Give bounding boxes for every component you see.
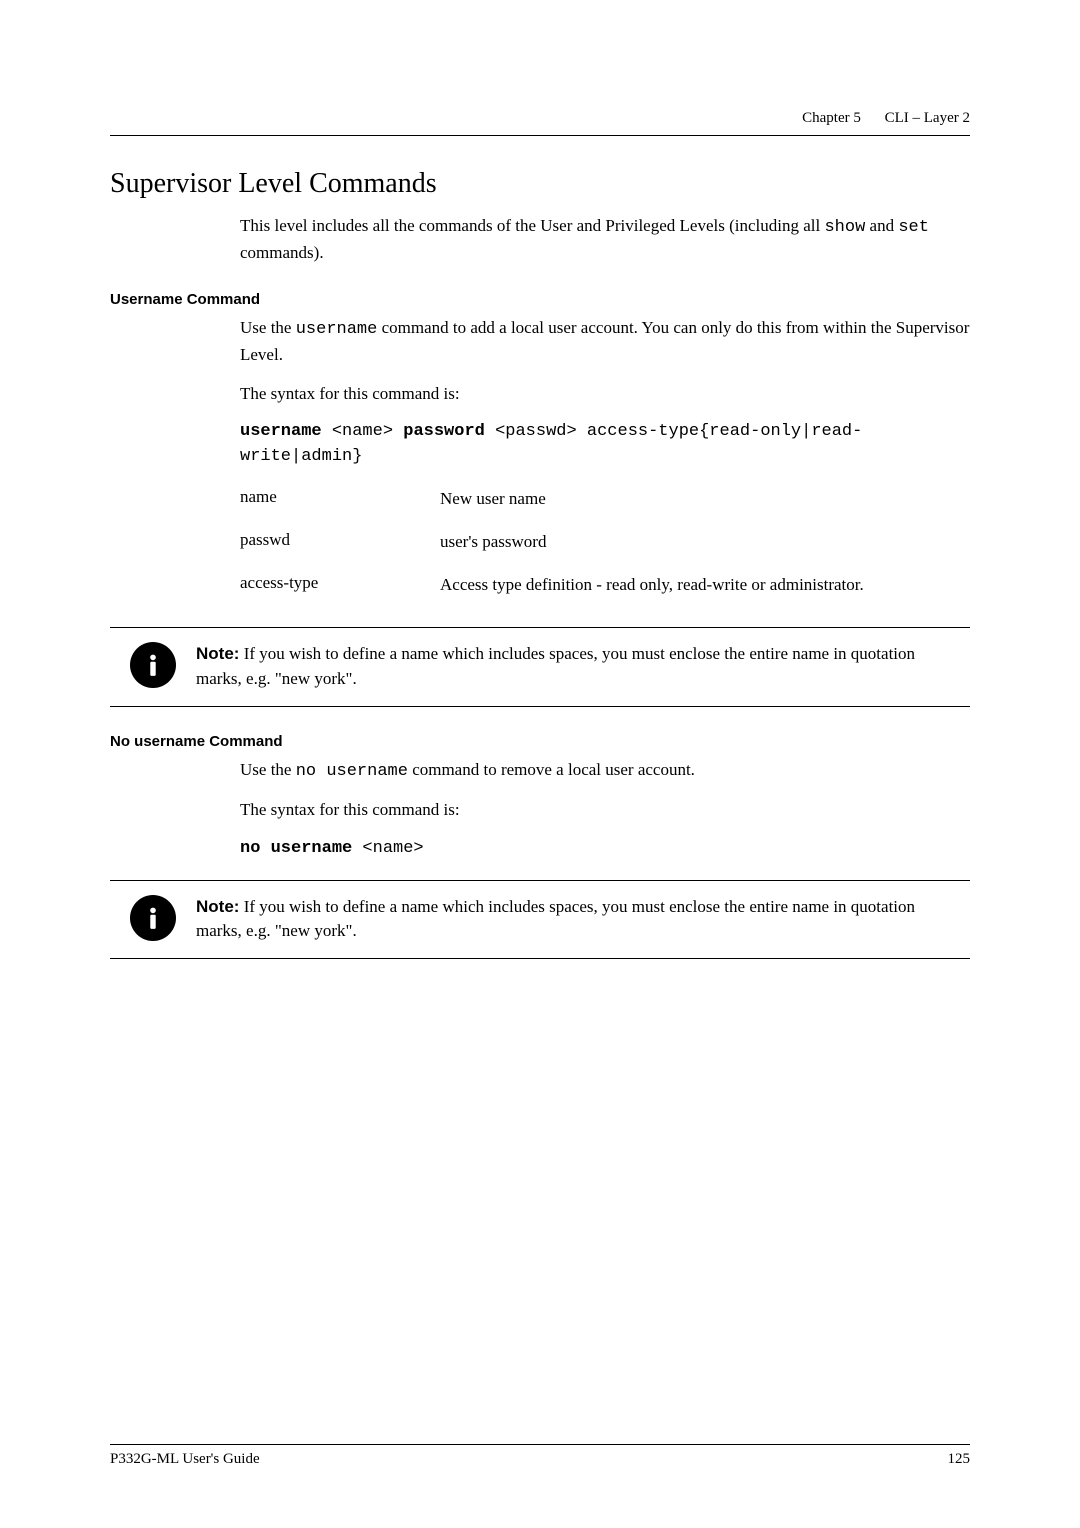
section-title: Supervisor Level Commands	[110, 168, 970, 200]
chapter-label: Chapter 5	[802, 110, 861, 126]
param-row: access-type Access type definition - rea…	[240, 573, 970, 598]
page-footer: P332G-ML User's Guide 125	[110, 1444, 970, 1468]
info-icon	[130, 642, 176, 688]
param-table: name New user name passwd user's passwor…	[240, 487, 970, 597]
note-block: Note: If you wish to define a name which…	[110, 880, 970, 959]
page-number: 125	[948, 1451, 971, 1468]
param-name: name	[240, 487, 440, 512]
nousername-heading: No username Command	[110, 733, 970, 750]
nousername-desc: Use the no username command to remove a …	[240, 758, 970, 785]
username-desc: Use the username command to add a local …	[240, 316, 970, 367]
note-text: Note: If you wish to define a name which…	[196, 642, 970, 691]
nousername-syntax: no username <name>	[240, 837, 970, 862]
username-heading: Username Command	[110, 291, 970, 308]
param-row: passwd user's password	[240, 530, 970, 555]
param-name: access-type	[240, 573, 440, 598]
param-desc: New user name	[440, 487, 970, 512]
info-icon	[130, 895, 176, 941]
param-row: name New user name	[240, 487, 970, 512]
param-desc: user's password	[440, 530, 970, 555]
username-syntax: username <name> password <passwd> access…	[240, 420, 970, 469]
syntax-label: The syntax for this command is:	[240, 798, 970, 823]
page-header: Chapter 5 CLI – Layer 2	[110, 110, 970, 136]
chapter-title: CLI – Layer 2	[885, 110, 970, 126]
intro-paragraph: This level includes all the commands of …	[240, 214, 970, 265]
note-text: Note: If you wish to define a name which…	[196, 895, 970, 944]
footer-left: P332G-ML User's Guide	[110, 1451, 260, 1468]
syntax-label: The syntax for this command is:	[240, 382, 970, 407]
param-name: passwd	[240, 530, 440, 555]
param-desc: Access type definition - read only, read…	[440, 573, 970, 598]
note-block: Note: If you wish to define a name which…	[110, 627, 970, 706]
